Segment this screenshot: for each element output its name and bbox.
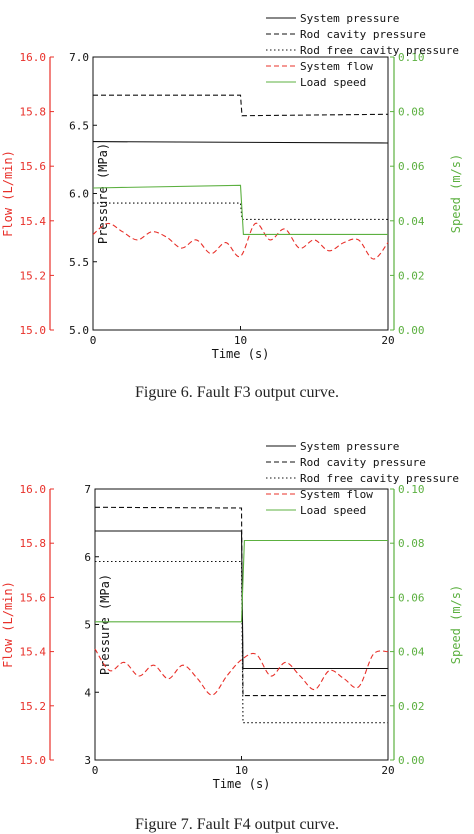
chart1-series-system-pressure-line <box>92 141 389 144</box>
chart2-series-rod-free-cavity-pressure-line <box>95 560 388 724</box>
chart2-flow-tick-label: 15.6 <box>20 591 47 604</box>
chart1-series-rod-cavity-pressure-line <box>93 94 389 117</box>
chart1-x-tick-label: 20 <box>381 334 394 347</box>
chart2-speed-tick-label: 0.00 <box>398 754 425 767</box>
chart2-x-tick-label: 20 <box>381 764 394 777</box>
chart2-flow-tick-label: 15.8 <box>20 537 47 550</box>
chart2-pressure-tick-label: 4 <box>84 686 91 699</box>
chart1-speed-axis-label: Speed (m/s) <box>449 154 463 233</box>
chart2-flow-axis-label: Flow (L/min) <box>1 581 15 668</box>
chart2-legend-label-rod-free-cavity-pressure: Rod free cavity pressure <box>300 472 459 485</box>
chart1-pressure-tick-label: 5.0 <box>69 324 89 337</box>
chart2-speed-tick-label: 0.02 <box>398 700 425 713</box>
chart2-legend-label-rod-cavity-pressure: Rod cavity pressure <box>300 456 426 469</box>
chart1-speed-tick-label: 0.08 <box>398 106 425 119</box>
chart2-legend-label-system-flow: System flow <box>300 488 373 501</box>
chart1-flow-tick-label: 15.2 <box>20 269 47 282</box>
chart1-speed-tick-label: 0.02 <box>398 269 425 282</box>
chart1-series-system-flow-line <box>92 222 389 260</box>
chart1-legend-label-system-flow: System flow <box>300 60 373 73</box>
chart2-pressure-tick-label: 5 <box>84 619 91 632</box>
chart1-flow-tick-label: 15.8 <box>20 106 47 119</box>
chart2-speed-tick-label: 0.06 <box>398 591 425 604</box>
chart2-x-tick-label: 10 <box>235 764 248 777</box>
chart2-legend-label-load-speed: Load speed <box>300 504 366 517</box>
chart2-series-system-flow-line <box>94 648 389 696</box>
chart2-flow-tick-label: 15.4 <box>20 646 47 659</box>
chart1-pressure-tick-label: 6.5 <box>69 119 89 132</box>
chart2-pressure-tick-label: 7 <box>84 483 91 496</box>
chart2-flow-tick-label: 15.0 <box>20 754 47 767</box>
figure-6-caption: Figure 6. Fault F3 output curve. <box>135 384 339 401</box>
chart1-flow-tick-label: 15.4 <box>20 215 47 228</box>
chart1-pressure-tick-label: 6.0 <box>69 188 89 201</box>
chart2-x-axis-label: Time (s) <box>213 777 271 791</box>
chart1-pressure-axis-label: Pressure (MPa) <box>96 143 110 244</box>
chart1-legend-label-system-pressure: System pressure <box>300 12 399 25</box>
chart1-x-tick-label: 10 <box>234 334 247 347</box>
chart1-flow-axis-label: Flow (L/min) <box>1 150 15 237</box>
chart1-legend-label-rod-cavity-pressure: Rod cavity pressure <box>300 28 426 41</box>
chart2-speed-tick-label: 0.08 <box>398 537 425 550</box>
chart2-flow-tick-label: 15.2 <box>20 700 47 713</box>
chart1-x-axis-label: Time (s) <box>212 347 270 361</box>
chart1-speed-tick-label: 0.00 <box>398 324 425 337</box>
chart1-legend-label-load-speed: Load speed <box>300 76 366 89</box>
chart2-flow-tick-label: 16.0 <box>20 483 47 496</box>
figure-7-caption: Figure 7. Fault F4 output curve. <box>135 816 339 833</box>
chart1-flow-tick-label: 15.0 <box>20 324 47 337</box>
chart2-pressure-axis-label: Pressure (MPa) <box>98 574 112 675</box>
chart2-series-load-speed-line <box>95 539 388 623</box>
chart1-pressure-tick-label: 7.0 <box>69 51 89 64</box>
chart2-pressure-tick-label: 3 <box>84 754 91 767</box>
chart1-flow-tick-label: 15.6 <box>20 160 47 173</box>
chart1-x-tick-label: 0 <box>90 334 97 347</box>
chart1-series-rod-free-cavity-pressure-line <box>93 202 388 220</box>
chart1-legend-label-rod-free-cavity-pressure: Rod free cavity pressure <box>300 44 459 57</box>
chart1-series-load-speed-line <box>92 184 388 235</box>
chart1-speed-tick-label: 0.06 <box>398 160 425 173</box>
chart2-legend-label-system-pressure: System pressure <box>300 440 399 453</box>
chart2-speed-tick-label: 0.04 <box>398 646 425 659</box>
chart1-pressure-tick-label: 5.5 <box>69 256 89 269</box>
chart1-speed-tick-label: 0.10 <box>398 51 425 64</box>
chart2-x-tick-label: 0 <box>92 764 99 777</box>
chart1-flow-tick-label: 16.0 <box>20 51 47 64</box>
chart1-speed-tick-label: 0.04 <box>398 215 425 228</box>
chart2-speed-tick-label: 0.10 <box>398 483 425 496</box>
chart2-pressure-tick-label: 6 <box>84 551 91 564</box>
chart2-speed-axis-label: Speed (m/s) <box>449 585 463 664</box>
